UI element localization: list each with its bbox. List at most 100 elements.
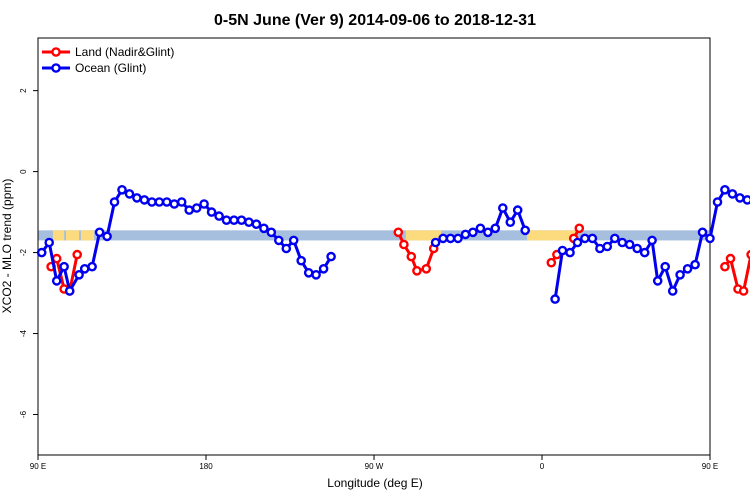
ocean-data-point: [735, 193, 745, 203]
ocean-data-point: [184, 205, 194, 215]
land-data-point: [72, 249, 82, 260]
legend-land-label: Land (Nadir&Glint): [75, 45, 174, 59]
land-data-point: [738, 286, 749, 296]
ocean-data-point: [520, 225, 531, 236]
ocean-data-point: [117, 184, 127, 195]
ocean-data-point: [229, 215, 239, 225]
x-tick-label: 180: [199, 462, 213, 471]
ocean-data-point: [74, 269, 84, 280]
land-data-point: [406, 251, 417, 262]
y-tick-label: -4: [19, 329, 28, 337]
ocean-data-point: [445, 233, 456, 244]
ocean-data-point: [79, 263, 90, 274]
ocean-data-point: [102, 231, 112, 242]
ocean-data-point: [682, 263, 693, 274]
land-data-point: [725, 253, 736, 264]
ocean-data-point: [59, 261, 69, 272]
ocean-data-point: [572, 237, 583, 248]
ocean-data-point: [36, 247, 47, 258]
ocean-data-point: [497, 203, 508, 213]
ocean-data-point: [453, 233, 463, 244]
ocean-data-point: [587, 233, 598, 244]
ocean-data-point: [602, 241, 613, 252]
ocean-data-point: [490, 223, 501, 234]
ocean-data-point: [311, 269, 321, 280]
x-tick-label: 0: [540, 462, 545, 471]
y-tick-label: 2: [19, 88, 28, 93]
x-tick-label: 90 W: [365, 462, 384, 471]
y-tick-label: 0: [19, 169, 28, 174]
ocean-data-point: [727, 189, 738, 199]
data-series: [36, 184, 750, 304]
land-data-point: [546, 257, 557, 268]
y-axis-label: XCO2 - MLO trend (ppm): [0, 179, 14, 314]
ocean-data-point: [64, 286, 75, 296]
ocean-data-point: [580, 233, 590, 244]
ocean-data-point: [94, 227, 105, 238]
band-land-segment: [527, 230, 576, 241]
ocean-data-point: [191, 203, 202, 213]
chart-title: 0-5N June (Ver 9) 2014-09-06 to 2018-12-…: [214, 12, 536, 29]
ocean-data-point: [697, 227, 708, 238]
ocean-data-point: [206, 207, 217, 217]
ocean-data-point: [647, 235, 657, 246]
ocean-data-point: [154, 197, 165, 207]
ocean-data-point: [288, 235, 299, 246]
land-data-point: [399, 239, 409, 250]
ocean-data-point: [139, 195, 150, 205]
ocean-data-point: [266, 227, 277, 238]
ocean-data-point: [632, 243, 643, 254]
ocean-data-point: [742, 195, 750, 205]
ocean-data-point: [475, 223, 486, 234]
ocean-data-point: [505, 217, 516, 227]
legend-ocean-label: Ocean (Glint): [75, 61, 146, 75]
ocean-data-point: [147, 197, 157, 207]
ocean-data-point: [624, 239, 635, 250]
ocean-data-point: [652, 276, 663, 286]
reference-band: [38, 230, 710, 241]
land-data-point: [720, 261, 730, 272]
ocean-data-point: [318, 263, 329, 274]
land-data-point: [574, 223, 585, 234]
ocean-data-point: [296, 255, 307, 266]
land-data-point: [393, 227, 404, 238]
land-data-point: [412, 265, 422, 276]
ocean-data-point: [259, 223, 269, 234]
ocean-data-point: [610, 233, 620, 244]
ocean-data-point: [176, 197, 187, 207]
x-tick-label: 90 E: [30, 462, 46, 471]
ocean-data-point: [244, 217, 254, 227]
y-tick-label: -2: [19, 248, 28, 256]
x-axis-label: Longitude (deg E): [327, 476, 422, 490]
ocean-data-point: [51, 276, 62, 286]
ocean-data-point: [512, 205, 523, 215]
axis-ticks: 90 E 180 90 W 0 90 E 2 0 -2 -4 -6: [19, 88, 718, 471]
legend-land-marker: [51, 47, 61, 57]
band-land-segment: [52, 230, 65, 241]
land-data-point: [746, 249, 750, 260]
ocean-data-point: [326, 251, 336, 262]
ocean-data-point: [273, 235, 284, 246]
x-tick-label: 90 E: [702, 462, 718, 471]
ocean-data-point: [550, 294, 560, 304]
ocean-data-point: [557, 245, 568, 256]
ocean-data-point: [483, 227, 493, 238]
ocean-data-point: [199, 199, 209, 209]
ocean-data-point: [214, 211, 224, 221]
ocean-data-point: [712, 197, 723, 207]
ocean-data-point: [690, 259, 700, 270]
ocean-data-point: [720, 184, 730, 195]
band-land-segment: [66, 230, 80, 241]
ocean-data-point: [617, 237, 628, 248]
ocean-data-point: [705, 233, 715, 244]
ocean-data-point: [303, 267, 314, 278]
ocean-data-point: [667, 286, 678, 296]
ocean-data-point: [639, 247, 650, 258]
ocean-data-point: [468, 227, 478, 238]
land-data-point: [421, 263, 432, 274]
ocean-data-point: [565, 247, 575, 258]
ocean-data-point: [236, 215, 247, 225]
ocean-data-point: [221, 215, 232, 225]
ocean-data-point: [675, 269, 685, 280]
ocean-data-point: [169, 199, 180, 209]
